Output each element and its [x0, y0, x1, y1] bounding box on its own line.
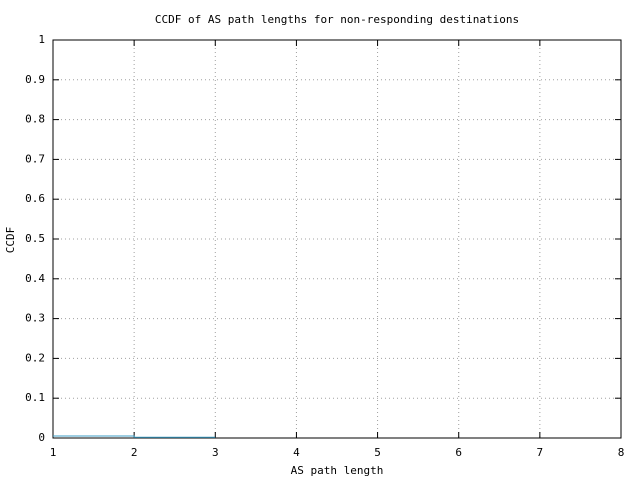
data-line	[53, 435, 216, 438]
y-tick-label: 0.1	[25, 391, 45, 404]
y-tick-label: 0.2	[25, 351, 45, 364]
y-axis-label: CCDF	[4, 227, 17, 254]
y-tick-label: 0.4	[25, 272, 45, 285]
y-tick-label: 0.9	[25, 73, 45, 86]
y-tick-label: 0.8	[25, 113, 45, 126]
y-tick-label: 0.5	[25, 232, 45, 245]
x-tick-label: 3	[212, 446, 219, 459]
x-tick-label: 4	[293, 446, 300, 459]
plot-frame	[52, 39, 622, 439]
y-tick-label: 0.6	[25, 192, 45, 205]
x-tick-label: 1	[50, 446, 57, 459]
x-tick-label: 6	[455, 446, 462, 459]
y-tick-label: 1	[38, 33, 45, 46]
chart-title: CCDF of AS path lengths for non-respondi…	[155, 13, 519, 26]
x-tick-label: 7	[537, 446, 544, 459]
x-axis-label: AS path length	[291, 464, 384, 477]
x-tick-label: 8	[618, 446, 625, 459]
x-tick-label: 2	[131, 446, 138, 459]
y-tick-label: 0.7	[25, 152, 45, 165]
y-tick-label: 0	[38, 431, 45, 444]
y-tick-label: 0.3	[25, 312, 45, 325]
x-tick-label: 5	[374, 446, 381, 459]
